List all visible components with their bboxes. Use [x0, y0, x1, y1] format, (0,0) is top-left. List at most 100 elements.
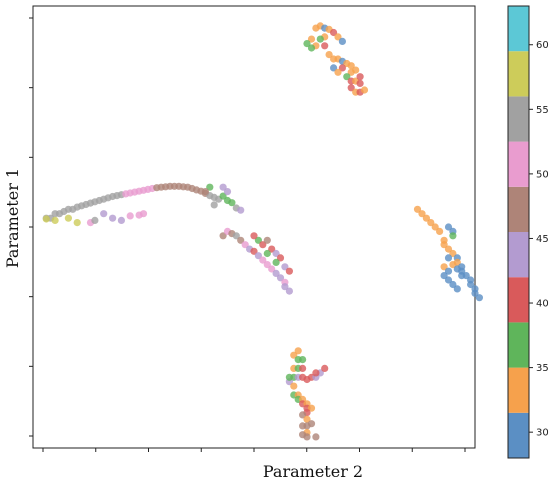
colorbar-tick-label: 55 — [536, 105, 549, 116]
y-axis-label: Parameter 1 — [3, 168, 22, 268]
data-point — [276, 254, 285, 262]
data-point — [467, 280, 475, 289]
data-point — [444, 276, 453, 284]
data-point — [347, 84, 355, 92]
colorbar-tick-label: 45 — [536, 234, 549, 245]
data-point — [219, 192, 227, 200]
colorbar-band — [508, 186, 529, 232]
data-point — [449, 280, 457, 289]
data-point — [343, 73, 351, 81]
data-point — [440, 241, 448, 249]
data-point — [117, 216, 125, 224]
colorbar-tick-label: 40 — [536, 299, 549, 310]
data-point — [444, 267, 453, 275]
data-point — [471, 289, 479, 297]
cluster-top-right — [303, 22, 369, 96]
colorbar-band — [508, 277, 529, 323]
data-point — [276, 274, 285, 282]
data-point — [444, 254, 453, 262]
data-point — [453, 265, 461, 273]
x-axis-ticks — [42, 448, 466, 452]
data-point — [418, 210, 426, 218]
data-point — [312, 369, 320, 377]
data-point — [206, 183, 214, 191]
data-point — [241, 241, 249, 249]
data-point — [307, 44, 316, 52]
colorbar: 30 35 40 45 50 55 60 — [507, 5, 549, 459]
colorbar-tick-label: 50 — [536, 169, 549, 180]
data-point — [294, 347, 302, 355]
data-point — [449, 232, 457, 240]
data-point — [352, 66, 360, 74]
data-point — [139, 210, 148, 218]
data-point — [228, 199, 236, 207]
data-point — [307, 35, 316, 43]
data-point — [285, 287, 293, 295]
data-point — [237, 236, 245, 244]
data-point — [356, 79, 364, 87]
cluster-middle-diagonal — [219, 227, 293, 295]
data-point — [440, 263, 448, 271]
data-point — [321, 364, 329, 372]
data-point — [475, 294, 483, 302]
data-point — [449, 249, 457, 258]
data-point — [272, 249, 280, 258]
colorbar-band — [508, 322, 529, 368]
points-layer — [42, 22, 483, 441]
data-point — [347, 62, 355, 70]
colorbar-band — [508, 6, 529, 52]
data-point — [360, 86, 369, 94]
data-point — [263, 236, 271, 244]
data-point — [237, 206, 245, 214]
data-point — [219, 232, 227, 240]
colorbar-tick-label: 35 — [536, 363, 549, 374]
data-point — [281, 283, 289, 291]
data-point — [210, 201, 218, 209]
y-axis-ticks — [29, 17, 33, 437]
data-point — [316, 35, 324, 43]
plot-area — [32, 5, 476, 449]
data-point — [259, 241, 267, 249]
data-point — [449, 261, 457, 269]
data-point — [422, 214, 430, 222]
data-point — [330, 28, 338, 37]
data-point — [444, 245, 453, 253]
cluster-right-diagonal — [413, 205, 483, 302]
data-point — [263, 261, 271, 269]
x-axis-label: Parameter 2 — [263, 462, 363, 481]
data-point — [299, 356, 307, 364]
data-point — [64, 214, 72, 222]
colorbar-tick-label: 30 — [536, 428, 549, 439]
data-point — [431, 223, 439, 231]
cluster-bottom — [285, 347, 329, 441]
data-point — [303, 40, 311, 48]
data-point — [303, 433, 311, 441]
colorbar-band — [508, 367, 529, 413]
colorbar-tick-label: 60 — [536, 40, 549, 51]
data-point — [330, 64, 338, 72]
data-point — [219, 183, 227, 191]
colorbar-band — [508, 412, 529, 458]
data-point — [223, 188, 232, 196]
data-point — [250, 247, 258, 255]
data-point — [290, 382, 298, 390]
colorbar-band — [508, 232, 529, 278]
colorbar-band — [508, 51, 529, 97]
data-point — [453, 285, 461, 293]
data-point — [285, 373, 293, 381]
data-point — [312, 433, 320, 441]
data-point — [440, 272, 448, 280]
data-point — [201, 188, 209, 196]
data-point — [272, 269, 280, 277]
data-point — [51, 216, 59, 224]
data-point — [73, 219, 81, 227]
data-point — [299, 411, 307, 419]
data-point — [338, 37, 346, 46]
data-point — [458, 272, 466, 280]
data-point — [281, 263, 289, 271]
data-point — [290, 351, 298, 359]
data-point — [254, 252, 262, 260]
data-point — [268, 245, 276, 253]
data-point — [413, 205, 422, 213]
